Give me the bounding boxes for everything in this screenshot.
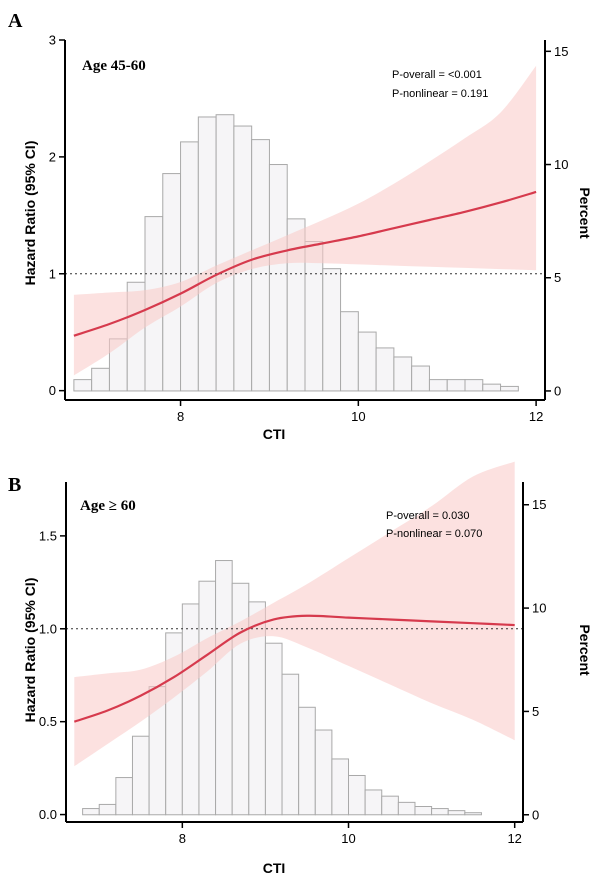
histogram-bar <box>73 379 93 392</box>
histogram-bar <box>414 805 433 816</box>
histogram-bar <box>364 789 383 816</box>
histogram-bar <box>393 356 413 392</box>
p-nonlinear-text: P-nonlinear = 0.070 <box>386 528 482 540</box>
histogram-bar <box>357 331 377 392</box>
y-tick-label: 2 <box>49 149 56 164</box>
histogram-bar <box>281 673 300 816</box>
ticks: 8 10 12 0.0 0.5 1.0 1.5 0 5 10 15 <box>39 497 547 846</box>
histogram-bar <box>375 347 395 392</box>
histogram-bar <box>464 379 484 392</box>
histogram-bars <box>82 560 482 816</box>
histogram-bar <box>397 801 416 816</box>
y2-axis-title: Percent <box>577 624 593 676</box>
y2-tick-label: 10 <box>532 601 546 616</box>
x-tick-label: 10 <box>351 409 365 424</box>
panel-b: B 8 10 12 0.0 0.5 1.0 1.5 0 5 10 15 Age ≥ 60 P-ove… <box>8 461 593 876</box>
histogram-bar <box>464 812 482 816</box>
y-tick-label: 0.0 <box>39 807 57 822</box>
y-tick-label: 1 <box>49 266 56 281</box>
histogram-bar <box>162 173 182 392</box>
y2-tick-label: 0 <box>554 383 561 398</box>
histogram-bar <box>98 803 117 816</box>
histogram-bar <box>314 729 333 816</box>
histogram-bar <box>482 383 502 392</box>
histogram-bar <box>180 141 199 392</box>
histogram-bar <box>500 385 519 392</box>
y2-tick-label: 5 <box>532 704 539 719</box>
x-tick-label: 12 <box>529 409 543 424</box>
x-axis-title: CTI <box>263 860 286 876</box>
y2-tick-label: 15 <box>554 44 568 59</box>
histogram-bar <box>82 808 100 816</box>
histogram-bar <box>447 810 466 816</box>
y-tick-label: 0 <box>49 383 56 398</box>
p-overall-text: P-overall = 0.030 <box>386 510 469 522</box>
histogram-bar <box>91 367 110 392</box>
axes <box>64 40 546 401</box>
spline-layer <box>73 614 515 723</box>
age-group-label: Age 45-60 <box>82 58 146 74</box>
y-tick-label: 1.0 <box>39 621 57 636</box>
histogram-bar <box>215 114 235 392</box>
histogram-bar <box>215 560 233 816</box>
hazard-ratio-curve <box>73 190 537 337</box>
x-axis-title: CTI <box>263 426 286 442</box>
ci-band-layer <box>73 65 537 376</box>
histogram-bar <box>181 603 200 816</box>
histogram-bar <box>322 268 342 392</box>
age-group-label: Age ≥ 60 <box>80 498 136 514</box>
histogram-bar <box>268 164 288 392</box>
x-tick-label: 12 <box>507 831 521 846</box>
histogram-bar <box>411 365 430 392</box>
histogram-bar <box>115 777 133 816</box>
histogram-bar <box>348 774 366 816</box>
histogram-bar <box>340 311 359 392</box>
y2-axis-title: Percent <box>577 187 593 239</box>
y2-tick-label: 15 <box>532 497 546 512</box>
y-tick-label: 1.5 <box>39 528 57 543</box>
ci-band-layer <box>74 461 515 767</box>
panel-letter: A <box>8 10 23 32</box>
ci-band <box>74 461 515 767</box>
histogram-bar <box>331 758 350 816</box>
p-overall-text: P-overall = <0.001 <box>392 69 482 81</box>
histogram-bar <box>298 706 316 816</box>
histogram-bar <box>304 241 324 392</box>
y-tick-label: 3 <box>49 33 56 48</box>
spline-layer <box>73 190 537 337</box>
histogram-bar <box>431 808 449 816</box>
y-tick-label: 0.5 <box>39 714 57 729</box>
histogram-bar <box>428 379 448 392</box>
histogram-bar <box>446 379 466 392</box>
axes <box>65 482 524 823</box>
histogram-bar <box>231 582 250 816</box>
hazard-ratio-curve <box>73 614 515 723</box>
y2-tick-label: 0 <box>532 807 539 822</box>
panel-letter: B <box>8 474 21 496</box>
x-tick-label: 8 <box>177 409 184 424</box>
x-tick-label: 10 <box>341 831 355 846</box>
x-tick-label: 8 <box>179 831 186 846</box>
y2-tick-label: 5 <box>554 270 561 285</box>
y-axis-title: Hazard Ratio (95% CI) <box>22 578 38 723</box>
y-axis-title: Hazard Ratio (95% CI) <box>22 141 38 286</box>
histogram-bar <box>197 116 217 392</box>
histogram-bar <box>198 580 217 816</box>
histogram-bar <box>264 642 283 816</box>
ci-band <box>73 65 537 376</box>
y2-tick-label: 10 <box>554 157 568 172</box>
histogram-bar <box>131 735 150 816</box>
histogram-bar <box>381 795 399 816</box>
p-nonlinear-text: P-nonlinear = 0.191 <box>392 88 488 100</box>
